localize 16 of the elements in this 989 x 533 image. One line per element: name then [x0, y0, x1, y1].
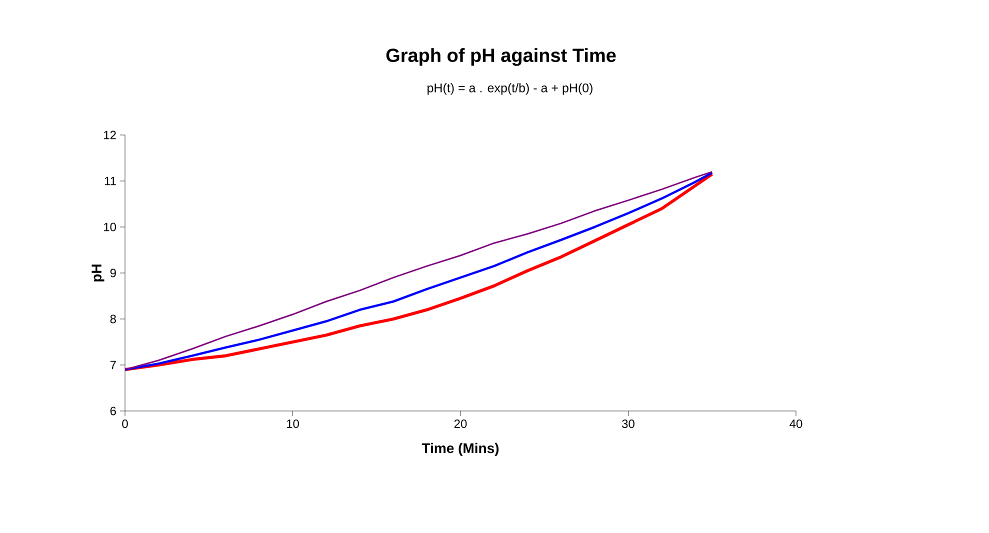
y-tick-label: 6 — [110, 406, 116, 416]
y-tick-label: 11 — [104, 176, 116, 186]
y-tick-label: 10 — [104, 222, 116, 232]
y-tick-label: 9 — [110, 268, 116, 278]
y-tick-label: 7 — [110, 360, 116, 370]
chart-title: Graph of pH against Time — [386, 48, 616, 66]
x-tick-label: 20 — [454, 420, 467, 428]
chart-subtitle: pH(t) = a . exp(t/b) - a + pH(0) — [428, 83, 592, 95]
x-axis-title: Time (Mins) — [422, 442, 499, 456]
x-tick-label: 30 — [622, 420, 634, 428]
x-tick-label: 0 — [122, 420, 128, 428]
y-tick-label: 12 — [104, 130, 116, 140]
y-tick-label: 8 — [110, 314, 116, 324]
x-tick-label: 40 — [790, 420, 802, 428]
x-tick-label: 10 — [286, 420, 299, 428]
y-axis-title: pH — [92, 264, 104, 282]
